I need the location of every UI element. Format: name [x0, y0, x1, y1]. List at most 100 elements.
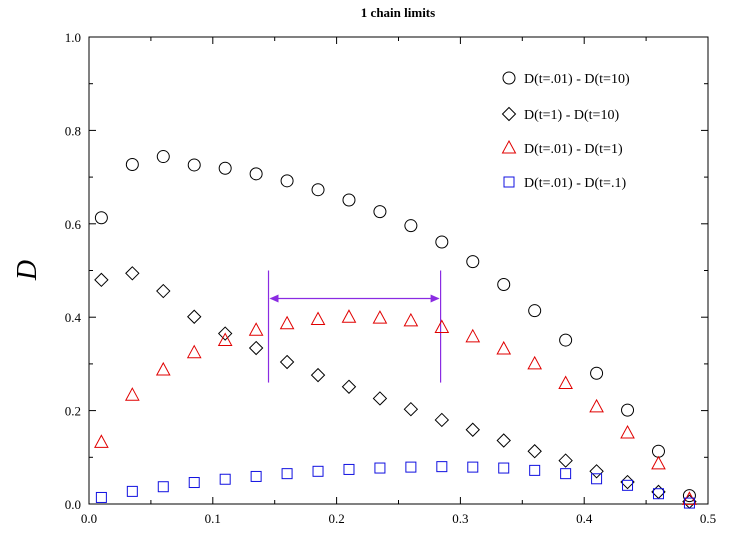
point-diamond — [589, 464, 604, 479]
point-square — [343, 463, 355, 475]
x-tick-label: 0.4 — [576, 511, 593, 526]
point-diamond — [217, 326, 233, 341]
y-tick-label: 0.4 — [65, 310, 82, 325]
legend: D(t=.01) - D(t=10) D(t=1) - D(t=10) D(t=.0… — [501, 71, 630, 191]
x-tick-label: 0.1 — [205, 511, 221, 526]
point-square — [312, 465, 324, 477]
point-circle — [621, 403, 635, 417]
x-axis-title-main: Φ — [368, 0, 388, 7]
range-annotation — [267, 270, 442, 383]
point-diamond — [125, 266, 140, 281]
point-diamond — [372, 391, 388, 406]
chart-title: 1 chain limits — [361, 5, 435, 20]
point-square — [622, 479, 634, 491]
point-square — [591, 473, 603, 485]
point-square — [436, 461, 448, 473]
point-diamond — [527, 444, 542, 459]
y-tick-label: 0.6 — [65, 217, 82, 232]
legend-label: D(t=.01) - D(t=10) — [524, 72, 630, 87]
point-triangle — [465, 328, 481, 343]
point-diamond — [156, 283, 171, 299]
series-diamond — [94, 266, 697, 509]
x-tick-label: 0.3 — [452, 511, 468, 526]
point-diamond — [496, 433, 511, 448]
legend-marker-diamond — [501, 106, 517, 122]
x-axis-title: ΦSP — [368, 0, 407, 7]
point-diamond — [403, 401, 419, 417]
y-axis-title: D — [12, 260, 43, 281]
point-square — [281, 468, 293, 480]
x-tick-label: 0.2 — [328, 511, 344, 526]
point-triangle — [434, 319, 450, 333]
point-triangle — [124, 387, 140, 401]
point-triangle — [496, 340, 512, 355]
point-square — [374, 462, 386, 474]
point-triangle — [279, 315, 295, 330]
point-circle — [559, 333, 573, 347]
point-triangle — [186, 344, 202, 359]
legend-marker-square — [503, 176, 515, 188]
point-square — [560, 468, 572, 480]
point-square — [683, 497, 695, 509]
point-circle — [249, 167, 263, 181]
point-triangle — [589, 398, 604, 413]
tick-labels: 0.0 0.1 0.2 0.3 0.4 0.5 0.0 0.2 0.4 0.6 0.8 1.0 — [65, 30, 716, 526]
point-square — [250, 470, 262, 482]
series-circle — [94, 150, 696, 503]
point-triangle — [527, 355, 543, 370]
legend-label: D(t=.01) - D(t=1) — [524, 142, 623, 157]
x-tick-label: 0.0 — [81, 511, 97, 526]
point-circle — [187, 158, 201, 172]
legend-label: D(t=1) - D(t=10) — [524, 108, 619, 123]
point-square — [529, 464, 541, 476]
point-triangle — [310, 311, 326, 326]
y-tick-label: 1.0 — [65, 30, 81, 45]
point-circle — [435, 235, 449, 249]
plot-area-frame — [88, 36, 709, 505]
point-circle — [218, 161, 232, 175]
point-square — [467, 461, 479, 473]
point-diamond — [341, 379, 357, 394]
point-circle — [590, 366, 604, 380]
range-arrowhead-right — [430, 294, 440, 303]
point-triangle — [403, 312, 419, 327]
y-tick-label: 0.8 — [65, 123, 81, 138]
legend-marker-circle — [502, 71, 516, 85]
point-circle — [466, 255, 480, 269]
legend-marker-triangle — [501, 139, 517, 154]
series-square — [95, 461, 695, 509]
y-tick-label: 0.0 — [65, 497, 81, 512]
point-triangle — [155, 361, 171, 376]
point-circle — [311, 183, 325, 197]
point-diamond — [558, 453, 573, 468]
point-circle — [94, 211, 108, 225]
x-tick-label: 0.5 — [700, 511, 716, 526]
point-diamond — [187, 309, 202, 324]
point-triangle — [341, 309, 357, 323]
point-circle — [156, 150, 170, 164]
point-square — [405, 461, 417, 473]
legend-label: D(t=.01) - D(t=.1) — [524, 176, 626, 191]
point-square — [219, 473, 231, 485]
point-square — [652, 488, 664, 500]
point-diamond — [465, 422, 480, 437]
point-diamond — [279, 354, 295, 370]
point-square — [126, 485, 138, 497]
point-square — [157, 481, 169, 493]
point-circle — [280, 174, 294, 188]
point-diamond — [248, 340, 264, 356]
point-triangle — [558, 375, 573, 390]
point-circle — [682, 489, 696, 503]
point-diamond — [310, 367, 326, 383]
range-arrowhead-left — [269, 294, 279, 303]
point-diamond — [94, 272, 109, 288]
y-tick-label: 0.2 — [65, 404, 81, 419]
point-circle — [125, 157, 139, 171]
point-circle — [497, 278, 511, 292]
point-circle — [528, 304, 542, 318]
series-triangle — [94, 309, 697, 505]
point-square — [498, 462, 510, 474]
point-diamond — [434, 412, 450, 428]
point-square — [95, 491, 107, 503]
